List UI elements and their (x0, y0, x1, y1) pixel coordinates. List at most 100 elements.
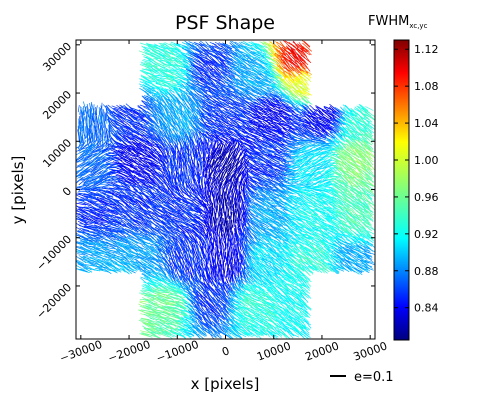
psf-whisker (137, 130, 147, 137)
psf-whisker (158, 289, 168, 293)
psf-whisker (125, 241, 137, 249)
psf-whisker (170, 246, 174, 257)
psf-whisker (184, 145, 187, 154)
psf-whisker (176, 234, 184, 240)
psf-whisker (174, 64, 186, 68)
psf-whisker (85, 175, 99, 180)
psf-whisker (136, 137, 147, 145)
psf-whisker (146, 165, 156, 175)
psf-whisker (141, 160, 152, 168)
psf-whisker (162, 44, 173, 52)
psf-whisker (142, 263, 153, 270)
psf-whisker (154, 144, 162, 149)
psf-whisker (126, 139, 138, 145)
psf-whisker (152, 256, 159, 263)
psf-whisker (123, 174, 135, 180)
psf-whisker (192, 192, 200, 199)
psf-whisker (102, 185, 113, 188)
psf-whisker (182, 281, 192, 291)
psf-whisker (97, 190, 107, 194)
psf-whisker (99, 156, 106, 162)
psf-whisker (138, 221, 147, 230)
psf-whisker (147, 193, 155, 199)
psf-whisker (196, 290, 203, 298)
psf-whisker (140, 258, 148, 264)
psf-whisker (98, 174, 106, 180)
psf-whisker (132, 108, 143, 114)
psf-whisker (135, 155, 146, 160)
psf-whisker (198, 157, 202, 167)
psf-whisker (170, 266, 174, 274)
psf-whisker (133, 109, 145, 118)
psf-whisker (86, 248, 98, 254)
psf-whisker (155, 322, 163, 327)
psf-whisker (196, 99, 204, 104)
psf-whisker (195, 307, 202, 316)
psf-whisker (160, 96, 169, 108)
psf-whisker (146, 250, 157, 257)
psf-whisker (187, 259, 191, 269)
psf-whisker (223, 198, 225, 208)
psf-whisker (118, 239, 126, 244)
psf-whisker (178, 73, 189, 82)
psf-whisker (178, 125, 184, 135)
psf-whisker (90, 108, 93, 120)
psf-whisker (76, 241, 86, 245)
psf-whisker (99, 124, 103, 133)
psf-whisker (142, 176, 153, 186)
psf-whisker (136, 252, 145, 259)
psf-whisker (126, 159, 133, 164)
psf-whisker (178, 290, 187, 297)
psf-whisker (100, 194, 108, 200)
psf-whisker (96, 208, 106, 213)
psf-whisker (92, 228, 100, 231)
psf-whisker (194, 77, 201, 84)
psf-whisker (90, 221, 100, 224)
psf-whisker (178, 304, 187, 309)
psf-whisker (151, 94, 160, 99)
psf-whisker (98, 207, 107, 209)
psf-whisker (166, 47, 178, 52)
psf-whisker (188, 131, 195, 144)
psf-whisker (160, 93, 169, 103)
psf-whisker (148, 133, 158, 144)
psf-whisker (148, 267, 156, 273)
psf-whisker (127, 147, 137, 157)
psf-whisker (186, 188, 192, 196)
psf-whisker (121, 198, 129, 205)
psf-whisker (148, 158, 159, 165)
psf-whisker (172, 93, 179, 100)
psf-whisker (220, 194, 223, 205)
psf-whisker (131, 265, 138, 271)
psf-whisker (173, 328, 183, 335)
psf-whisker (127, 121, 136, 126)
psf-whisker (196, 284, 203, 291)
psf-whisker (173, 264, 177, 273)
psf-whisker (113, 227, 125, 232)
psf-whisker (140, 85, 152, 92)
psf-whisker (86, 152, 97, 158)
psf-whisker (154, 113, 162, 121)
psf-whisker (130, 113, 141, 118)
psf-whisker (141, 221, 150, 228)
psf-whisker (167, 189, 172, 196)
psf-whisker (161, 319, 172, 325)
psf-whisker (139, 134, 151, 139)
psf-whisker (157, 297, 167, 304)
psf-whisker (162, 175, 167, 184)
psf-whisker (182, 60, 194, 68)
psf-whisker (163, 241, 170, 254)
psf-whisker (170, 162, 173, 174)
psf-whisker (101, 153, 109, 159)
psf-whisker (191, 309, 199, 321)
psf-whisker (183, 123, 190, 136)
psf-whisker (143, 318, 152, 323)
psf-whisker (147, 150, 154, 157)
psf-whisker (170, 43, 178, 47)
psf-whisker (157, 82, 167, 87)
psf-whisker (127, 236, 138, 245)
psf-whisker (125, 201, 135, 206)
psf-whisker (114, 267, 122, 273)
psf-whisker (86, 249, 94, 254)
psf-whisker (93, 131, 96, 142)
